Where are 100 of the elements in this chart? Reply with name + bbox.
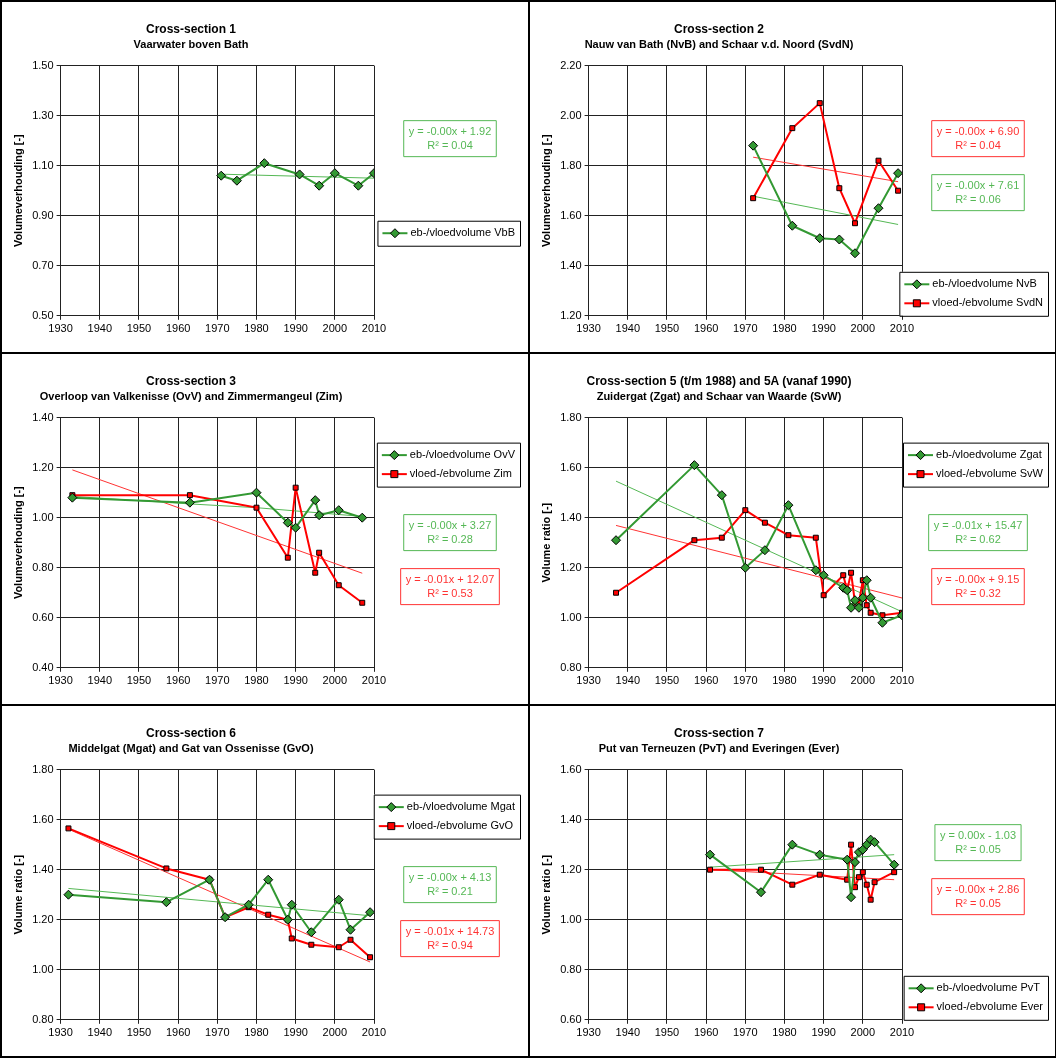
text: y = -0.00x + 7.61 R² = 0.06 <box>936 178 1020 205</box>
y-tick-label: 1.40 <box>32 862 54 875</box>
y-axis-title: Volumeverhouding [-] <box>11 485 24 600</box>
y-tick-label: 1.00 <box>560 610 582 623</box>
y-tick-label: 0.80 <box>560 962 582 975</box>
x-tick-label: 1980 <box>244 322 269 335</box>
chart-subtitle: Vaarwater boven Bath <box>133 38 249 51</box>
legend-label: eb-/vloedvolume PvT <box>936 981 1041 994</box>
y-tick-label: 0.60 <box>560 1012 582 1025</box>
y-axis-title: Volume ratio [-] <box>539 502 552 583</box>
x-tick-label: 1970 <box>733 1026 758 1039</box>
x-tick-label: 1980 <box>772 322 797 335</box>
x-tick-label: 1940 <box>87 322 113 335</box>
x-tick-label: 1970 <box>205 1026 230 1039</box>
x-tick-label: 2010 <box>361 674 387 687</box>
text: y = -0.00x + 9.15 R² = 0.32 <box>936 572 1020 599</box>
x-tick-label: 1970 <box>733 674 758 687</box>
y-tick-label: 1.20 <box>32 460 54 473</box>
x-tick-label: 1930 <box>48 322 73 335</box>
y-tick-label: 1.40 <box>560 812 582 825</box>
legend-label: eb-/vloedvolume VbB <box>410 226 515 239</box>
x-tick-label: 1980 <box>772 1026 797 1039</box>
x-tick-label: 2000 <box>850 674 876 687</box>
text: y = -0.00x + 4.13 R² = 0.21 <box>408 870 492 897</box>
x-tick-label: 1940 <box>615 1026 641 1039</box>
x-tick-label: 2000 <box>850 322 876 335</box>
y-tick-label: 1.00 <box>32 962 54 975</box>
y-tick-label: 1.40 <box>560 258 582 271</box>
x-tick-label: 1990 <box>283 1026 308 1039</box>
x-tick-label: 2010 <box>361 1026 387 1039</box>
y-tick-label: 0.70 <box>32 258 54 271</box>
x-tick-label: 1990 <box>283 322 308 335</box>
x-tick-label: 1960 <box>165 322 191 335</box>
x-tick-label: 1950 <box>126 1026 152 1039</box>
chart-title: Cross-section 1 <box>145 21 237 36</box>
chart-subtitle: Overloop van Valkenisse (OvV) and Zimmermangeul (Zim) <box>39 390 343 403</box>
x-tick-label: 2010 <box>889 674 915 687</box>
legend-label: vloed-/ebvolume Zim <box>409 467 512 480</box>
text: y = -0.00x + 3.27 R² = 0.28 <box>408 518 492 545</box>
y-tick-label: 1.80 <box>560 410 582 423</box>
y-tick-label: 0.50 <box>32 308 54 321</box>
y-tick-label: 1.20 <box>560 560 582 573</box>
y-tick-label: 1.20 <box>32 912 54 925</box>
y-tick-label: 1.20 <box>560 308 582 321</box>
x-tick-label: 1980 <box>244 674 269 687</box>
y-tick-label: 2.00 <box>560 108 582 121</box>
x-tick-label: 1950 <box>126 674 152 687</box>
x-tick-label: 1950 <box>654 322 680 335</box>
legend-label: vloed-/ebvolume Ever <box>936 1000 1044 1013</box>
y-tick-label: 1.80 <box>32 762 54 775</box>
y-tick-label: 1.40 <box>560 510 582 523</box>
x-tick-label: 1970 <box>733 322 758 335</box>
y-tick-label: 0.80 <box>32 1012 54 1025</box>
x-tick-label: 1950 <box>126 322 152 335</box>
y-tick-label: 1.60 <box>560 208 582 221</box>
x-tick-label: 1940 <box>87 1026 113 1039</box>
chart-title: Cross-section 2 <box>673 21 765 36</box>
legend-label: vloed-/ebvolume SvW <box>936 467 1044 480</box>
y-axis-title: Volume ratio [-] <box>11 854 24 935</box>
x-tick-label: 1930 <box>576 1026 601 1039</box>
x-tick-label: 2000 <box>322 322 348 335</box>
x-tick-label: 1930 <box>48 1026 73 1039</box>
y-tick-label: 1.60 <box>32 812 54 825</box>
y-tick-label: 0.80 <box>560 660 582 673</box>
chart-subtitle: Put van Terneuzen (PvT) and Everingen (Ever) <box>598 742 840 755</box>
chart-subtitle: Nauw van Bath (NvB) and Schaar v.d. Noord (SvdN) <box>584 38 854 51</box>
x-tick-label: 1990 <box>811 322 836 335</box>
x-tick-label: 1960 <box>693 674 719 687</box>
y-tick-label: 1.60 <box>560 762 582 775</box>
legend-label: eb-/vloedvolume Mgat <box>406 800 516 813</box>
y-axis-title: Volumeverhouding [-] <box>11 133 24 248</box>
x-tick-label: 2010 <box>361 322 387 335</box>
chart-subtitle: Zuidergat (Zgat) and Schaar van Waarde (SvW) <box>596 390 842 403</box>
x-tick-label: 1990 <box>283 674 308 687</box>
y-tick-label: 0.40 <box>32 660 54 673</box>
legend-label: eb-/vloedvolume NvB <box>932 277 1037 290</box>
x-tick-label: 1960 <box>165 674 191 687</box>
y-axis-title: Volume ratio [-] <box>539 854 552 935</box>
text: y = -0.01x + 15.47 R² = 0.62 <box>933 518 1023 545</box>
y-tick-label: 0.80 <box>32 560 54 573</box>
x-tick-label: 1930 <box>48 674 73 687</box>
y-tick-label: 1.60 <box>560 460 582 473</box>
chart-title: Cross-section 7 <box>673 725 765 740</box>
x-tick-label: 1980 <box>772 674 797 687</box>
text: y = -0.01x + 12.07 R² = 0.53 <box>405 572 495 599</box>
y-tick-label: 1.40 <box>32 410 54 423</box>
x-tick-label: 1990 <box>811 674 836 687</box>
y-tick-label: 1.00 <box>32 510 54 523</box>
text: y = -0.00x + 6.90 R² = 0.04 <box>936 124 1020 151</box>
legend-label: eb-/vloedvolume OvV <box>409 448 516 461</box>
text: y = -0.01x + 14.73 R² = 0.94 <box>405 924 495 951</box>
legend-label: eb-/vloedvolume Zgat <box>936 448 1042 461</box>
y-tick-label: 1.20 <box>560 862 582 875</box>
y-tick-label: 0.60 <box>32 610 54 623</box>
x-tick-label: 1940 <box>87 674 113 687</box>
x-tick-label: 1940 <box>615 322 641 335</box>
x-tick-label: 1960 <box>693 322 719 335</box>
y-tick-label: 1.00 <box>560 912 582 925</box>
y-tick-label: 0.90 <box>32 208 54 221</box>
x-tick-label: 1990 <box>811 1026 836 1039</box>
